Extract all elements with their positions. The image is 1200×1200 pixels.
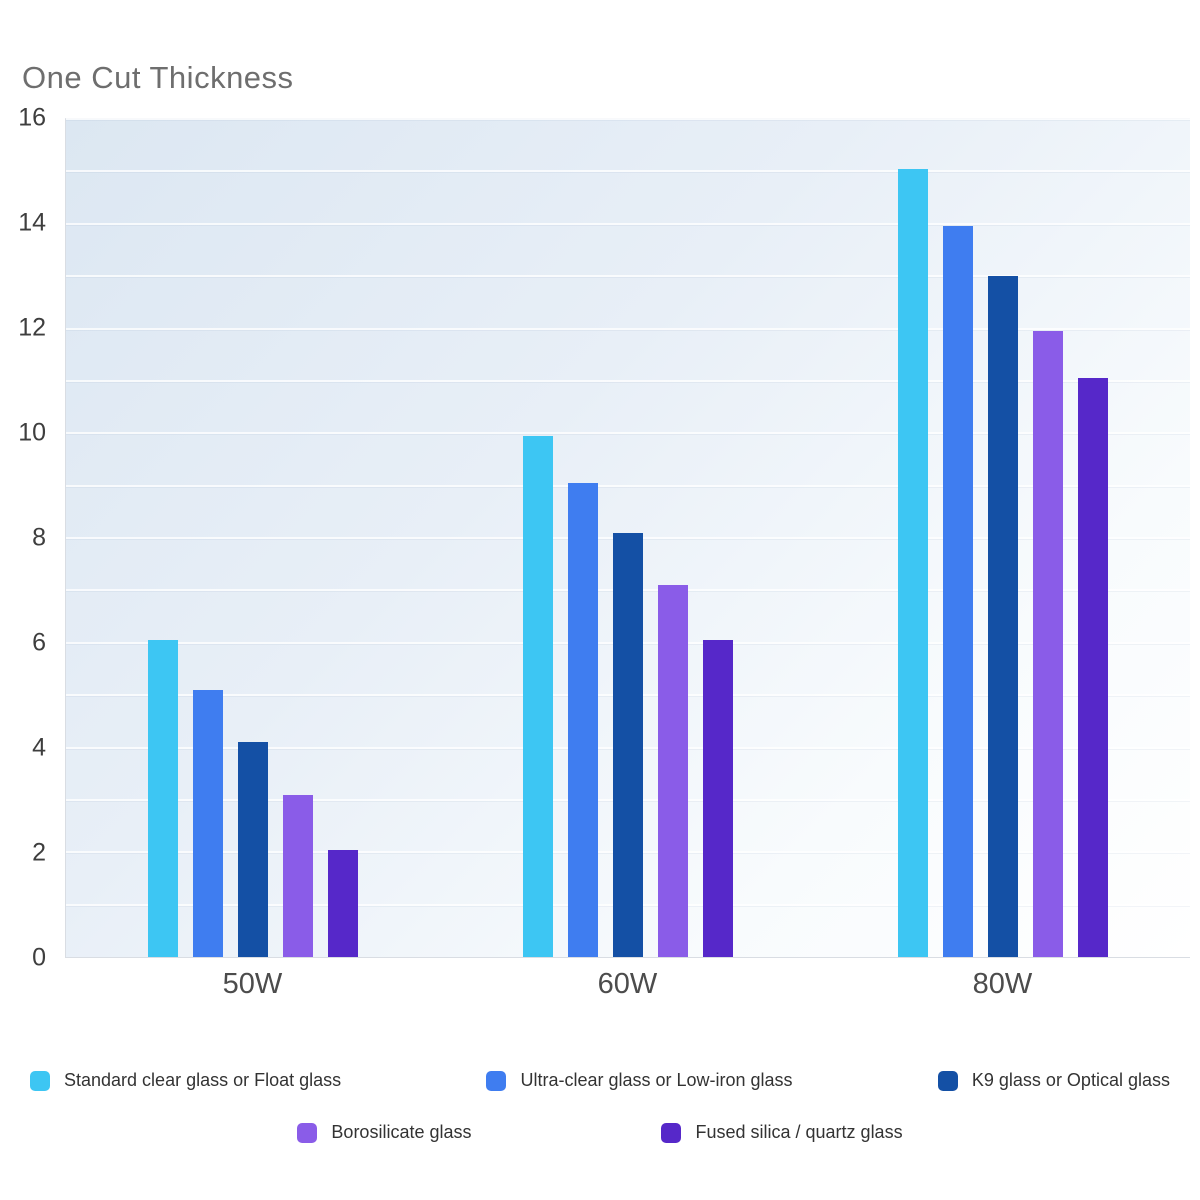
legend-marker-icon	[937, 1070, 958, 1091]
bar-80w-ultra-clear-glass-or-low-iron-glass[interactable]	[942, 226, 973, 957]
legend-label: Standard clear glass or Float glass	[64, 1070, 342, 1090]
x-tick-label-50w: 50W	[222, 968, 283, 1000]
legend-item-ultra-clear-glass-or-low-iron-glass[interactable]: Ultra-clear glass or Low-iron glass	[486, 1070, 793, 1091]
y-tick-label: 0	[32, 943, 46, 972]
x-tick-label-60w: 60W	[597, 968, 658, 1000]
bar-60w-borosilicate-glass[interactable]	[658, 585, 688, 957]
legend-item-fused-silica-quartz-glass[interactable]: Fused silica / quartz glass	[661, 1122, 903, 1143]
legend-item-standard-clear-glass-or-float-glass[interactable]: Standard clear glass or Float glass	[30, 1070, 341, 1091]
legend-marker-icon	[486, 1070, 507, 1091]
legend-label: Fused silica / quartz glass	[695, 1122, 903, 1142]
y-tick-label: 2	[32, 838, 46, 867]
bar-80w-borosilicate-glass[interactable]	[1032, 331, 1063, 957]
y-tick-label: 6	[32, 628, 46, 657]
bar-50w-ultra-clear-glass-or-low-iron-glass[interactable]	[193, 689, 224, 957]
bar-60w-k9-glass-or-optical-glass[interactable]	[613, 532, 643, 957]
bar-80w-fused-silica-quartz-glass[interactable]	[1077, 378, 1108, 957]
bar-groups	[66, 119, 1190, 957]
bar-group-80w	[815, 119, 1190, 957]
plot-area	[65, 118, 1190, 958]
legend-row-2: Borosilicate glass Fused silica / quartz …	[0, 1122, 1200, 1143]
y-tick-label: 4	[32, 733, 46, 762]
chart-title: One Cut Thickness	[22, 60, 294, 95]
bar-50w-k9-glass-or-optical-glass[interactable]	[238, 742, 269, 957]
x-tick-label-80w: 80W	[972, 968, 1033, 1000]
bar-60w-ultra-clear-glass-or-low-iron-glass[interactable]	[568, 483, 598, 957]
x-axis: 50W 60W 80W	[65, 968, 1190, 1001]
legend-label: Borosilicate glass	[331, 1122, 472, 1142]
legend-marker-icon	[297, 1122, 318, 1143]
legend-label: K9 glass or Optical glass	[971, 1070, 1170, 1090]
bar-50w-fused-silica-quartz-glass[interactable]	[328, 849, 359, 957]
bar-50w-borosilicate-glass[interactable]	[283, 794, 314, 957]
y-tick-label: 14	[18, 208, 46, 237]
bar-group-50w	[66, 119, 441, 957]
y-tick-label: 8	[32, 523, 46, 552]
legend-label: Ultra-clear glass or Low-iron glass	[520, 1070, 793, 1090]
legend-row-1: Standard clear glass or Float glass Ultra…	[0, 1070, 1200, 1091]
bar-80w-k9-glass-or-optical-glass[interactable]	[987, 276, 1018, 957]
y-tick-label: 16	[18, 103, 46, 132]
bar-group-60w	[441, 119, 816, 957]
bar-60w-fused-silica-quartz-glass[interactable]	[703, 640, 733, 957]
bar-80w-standard-clear-glass-or-float-glass[interactable]	[897, 168, 928, 957]
legend-marker-icon	[661, 1122, 682, 1143]
legend-marker-icon	[30, 1070, 50, 1091]
y-tick-label: 10	[18, 418, 46, 447]
y-axis: 0 2 4 6 8 10 12 14 16	[0, 104, 58, 972]
y-tick-label: 12	[18, 313, 46, 342]
legend-item-borosilicate-glass[interactable]: Borosilicate glass	[297, 1122, 471, 1143]
legend-item-k9-glass-or-optical-glass[interactable]: K9 glass or Optical glass	[937, 1070, 1170, 1091]
bar-50w-standard-clear-glass-or-float-glass[interactable]	[148, 640, 179, 957]
bar-60w-standard-clear-glass-or-float-glass[interactable]	[523, 435, 553, 957]
